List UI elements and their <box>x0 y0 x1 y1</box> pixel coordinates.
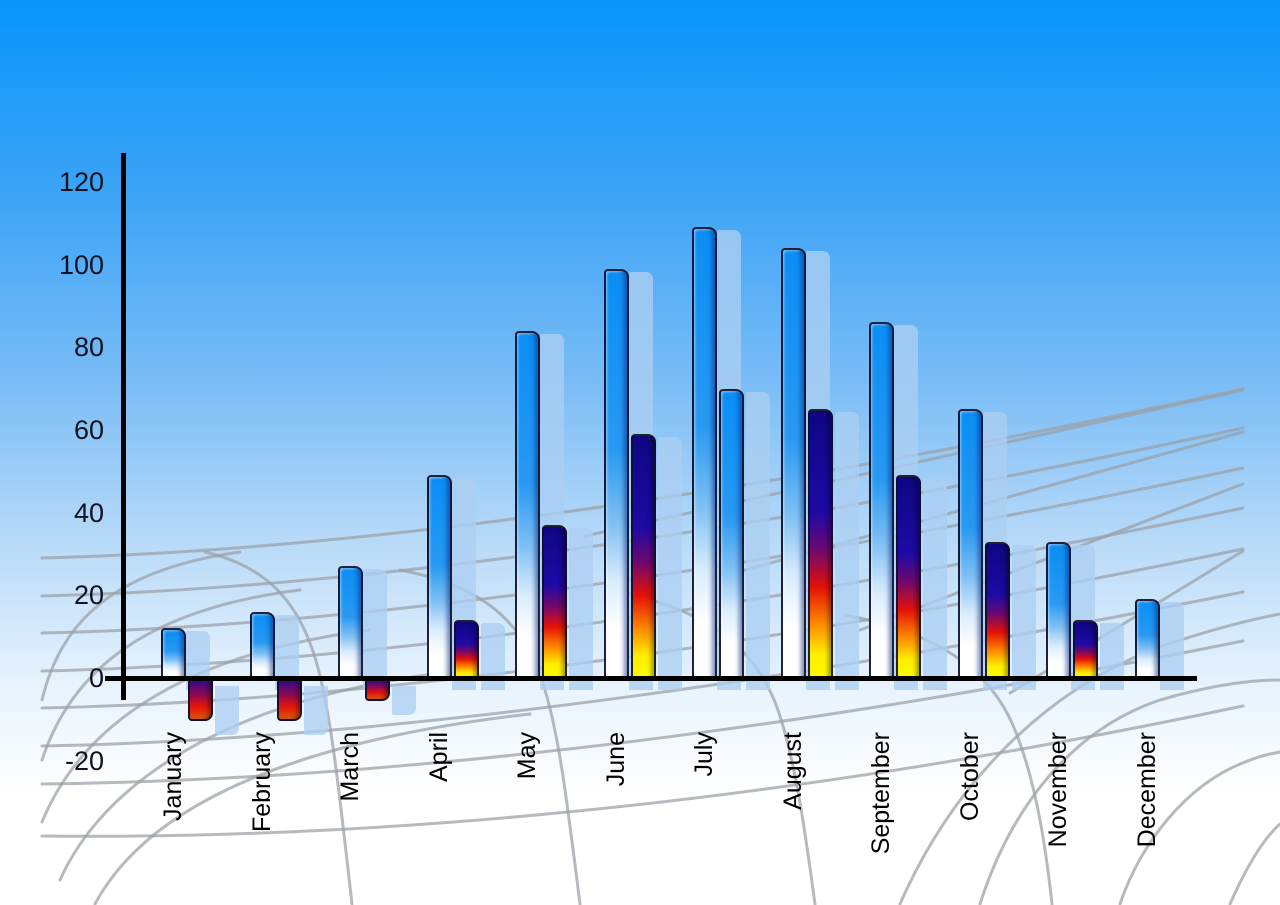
bar <box>896 475 921 678</box>
x-axis-month-label: May <box>513 732 541 780</box>
bar <box>603 268 629 678</box>
bar <box>365 680 390 701</box>
bar <box>1046 541 1071 678</box>
bar-shadow <box>657 437 682 690</box>
bar <box>869 322 894 678</box>
x-axis-month-label: April <box>424 732 453 783</box>
y-axis-tick-label: 0 <box>88 663 104 693</box>
bar-shadow <box>392 686 416 715</box>
bar <box>807 409 833 678</box>
bar-shadow <box>1011 544 1036 690</box>
bar <box>780 247 806 678</box>
bar <box>1073 620 1098 678</box>
bar-shadow <box>923 478 947 690</box>
bar-shadow <box>303 686 328 736</box>
bar <box>249 611 275 678</box>
bar <box>426 475 452 678</box>
bar <box>453 620 479 678</box>
y-axis-tick-label: 20 <box>73 580 104 611</box>
bar <box>719 388 744 678</box>
x-axis-month-label: February <box>247 732 276 833</box>
x-axis-month-label: June <box>601 732 630 787</box>
y-axis-tick-label: 60 <box>73 414 104 445</box>
x-axis-month-label: September <box>867 732 895 855</box>
bar-shadow <box>1159 602 1184 690</box>
x-axis-line <box>105 676 1197 681</box>
y-axis-tick-label: 100 <box>58 249 104 280</box>
bar <box>515 330 540 678</box>
bar <box>957 409 983 678</box>
x-axis-month-label: March <box>336 732 364 802</box>
bar <box>984 541 1010 678</box>
bar-shadow <box>834 412 859 690</box>
x-axis-month-label: October <box>955 732 984 821</box>
y-axis-tick-label: 40 <box>73 497 104 528</box>
x-axis-month-label: December <box>1132 732 1161 848</box>
y-axis-line <box>121 153 126 700</box>
bar-shadow <box>746 391 770 690</box>
x-axis-month-label: July <box>690 732 718 777</box>
x-axis-month-label: January <box>159 732 187 821</box>
bar <box>161 628 186 678</box>
bar-shadow <box>215 686 239 736</box>
x-axis-month-label: November <box>1044 732 1072 848</box>
bar <box>276 680 302 722</box>
bar <box>188 680 213 722</box>
y-axis-tick-label: 80 <box>73 332 104 363</box>
bar-shadow <box>363 569 387 690</box>
y-axis-tick-label: 120 <box>58 166 104 197</box>
y-axis-tick-label: -20 <box>64 745 104 776</box>
bar <box>542 525 567 678</box>
bar <box>1134 599 1160 678</box>
bar <box>692 227 717 678</box>
bar-shadow <box>569 528 593 690</box>
x-axis-month-label: August <box>778 732 807 810</box>
bar <box>630 434 656 678</box>
bar <box>338 566 363 678</box>
